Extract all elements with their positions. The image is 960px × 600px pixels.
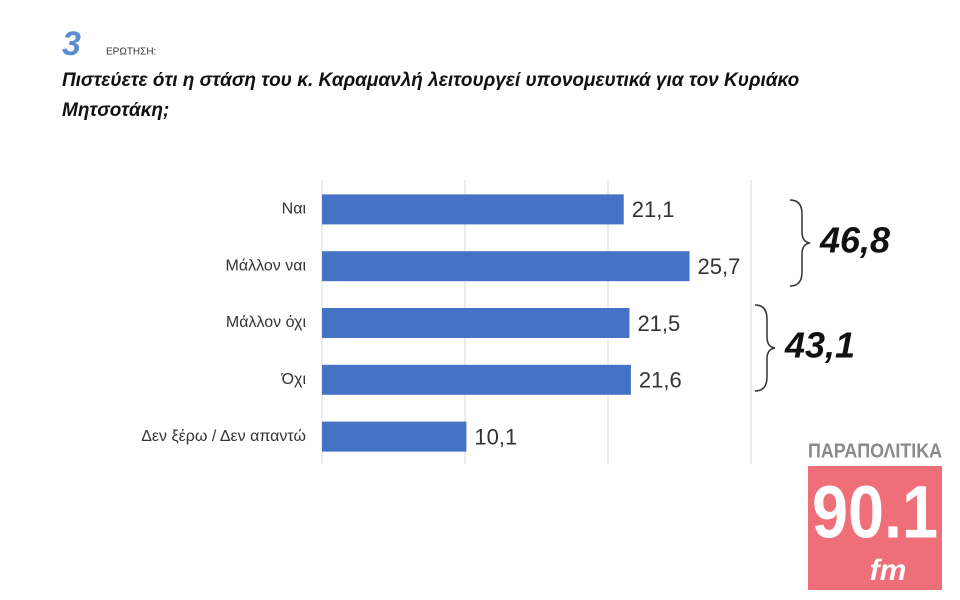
- logo-sub: fm: [870, 554, 907, 587]
- bar: [322, 364, 631, 395]
- bracket: [789, 199, 811, 287]
- value-label: 21,1: [632, 197, 675, 222]
- bar: [322, 251, 690, 282]
- chart-title: Πιστεύετε ότι η στάση του κ. Καραμανλή λ…: [62, 70, 800, 121]
- logo-main: 90.1: [812, 471, 938, 554]
- group-total: 46,8: [819, 220, 890, 261]
- bar: [322, 194, 624, 225]
- bar: [322, 308, 630, 338]
- bracket: [754, 304, 776, 392]
- question-label: ΕΡΩΤΗΣΗ:: [106, 47, 156, 58]
- logo-box: [808, 466, 942, 590]
- y-tick-label: Δεν ξέρω / Δεν απαντώ: [141, 428, 306, 445]
- y-tick-label: Μάλλον ναι: [226, 257, 307, 274]
- y-tick-label: Ναι: [282, 201, 307, 218]
- question-number: 3: [62, 25, 81, 63]
- bar: [322, 421, 467, 452]
- value-label: 25,7: [698, 254, 741, 279]
- logo-top: ΠΑΡΑΠΟΛΙΤΙΚΑ: [808, 440, 942, 462]
- group-total: 43,1: [784, 325, 855, 366]
- y-tick-label: Όχι: [281, 371, 307, 388]
- value-label: 21,5: [637, 311, 680, 336]
- value-label: 21,6: [639, 368, 682, 393]
- y-tick-label: Μάλλον όχι: [226, 314, 307, 331]
- value-label: 10,1: [474, 424, 517, 449]
